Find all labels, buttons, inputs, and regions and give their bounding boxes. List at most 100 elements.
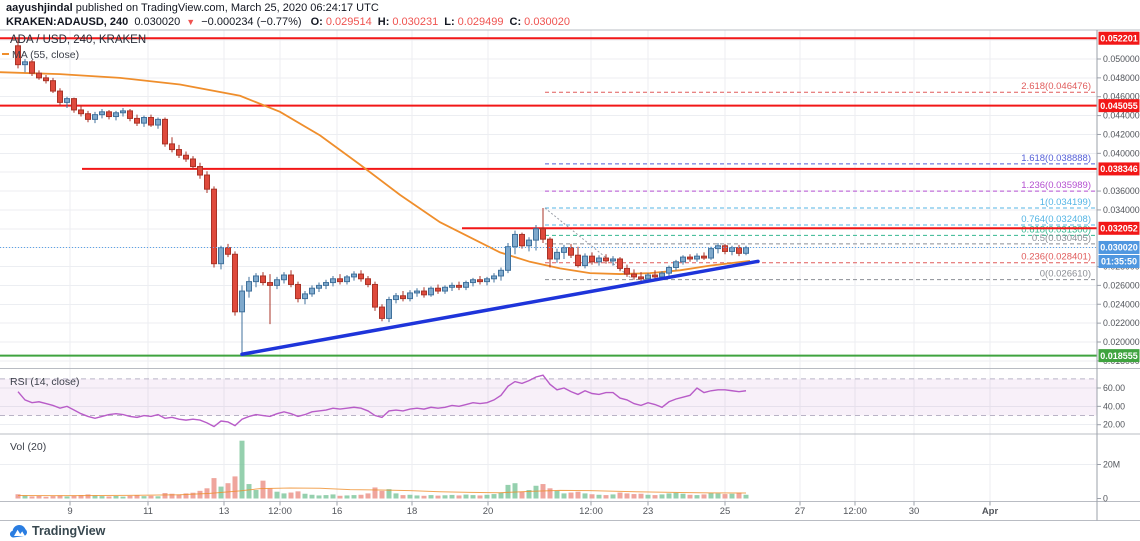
volume-bar: [512, 483, 518, 499]
candle-body: [57, 90, 63, 103]
candle-body: [414, 290, 420, 294]
ohlc-label: C:: [509, 16, 522, 28]
candle-body: [267, 282, 273, 286]
volume-bar: [743, 494, 749, 499]
volume-bar: [71, 495, 77, 499]
candle-body: [463, 282, 469, 288]
volume-bar: [400, 495, 406, 499]
volume-bar: [246, 484, 252, 499]
candle-body: [743, 247, 749, 254]
candle-body: [435, 287, 441, 292]
fib-level-label: 1.618(0.038888): [1021, 153, 1091, 164]
candle-body: [162, 118, 168, 145]
volume-bar: [337, 495, 343, 499]
candle-body: [155, 118, 161, 126]
ohlc-value: 0.030020: [524, 16, 571, 28]
candle-body: [120, 110, 126, 114]
volume-bar: [659, 494, 665, 499]
time-axis-label: 12:00: [843, 506, 867, 517]
price-axis-label: 0.020000: [1103, 337, 1140, 347]
price-axis-label: 0.036000: [1103, 186, 1140, 196]
candle-body: [470, 279, 476, 284]
volume-bar: [694, 495, 700, 499]
volume-bar: [533, 485, 539, 499]
candle-body: [589, 255, 595, 263]
time-axis-label: 13: [219, 506, 230, 517]
candle-body: [722, 245, 728, 252]
time-axis-label: 12:00: [268, 506, 292, 517]
volume-bar: [680, 493, 686, 499]
price-badge: [1098, 349, 1140, 363]
chart-pan-area[interactable]: [0, 30, 1097, 502]
candle-body: [645, 274, 651, 280]
fib-level-label: 0.618(0.031300): [1021, 224, 1091, 235]
candle-body: [22, 61, 28, 66]
candle-body: [204, 174, 210, 190]
volume-bar: [316, 495, 322, 499]
volume-bar: [407, 494, 413, 499]
volume-bar: [64, 496, 70, 499]
candle-body: [596, 257, 602, 263]
candle-body: [386, 299, 392, 319]
time-axis-label: 12:00: [579, 506, 603, 517]
candle-body: [449, 284, 455, 288]
byline-text: published on TradingView.com, March 25, …: [72, 2, 379, 14]
volume-bar: [92, 495, 98, 499]
candle-body: [344, 276, 350, 283]
candle-body: [477, 279, 483, 283]
volume-bar: [274, 491, 280, 499]
vol-axis-label: 20M: [1103, 460, 1120, 470]
volume-bar: [50, 496, 56, 499]
volume-bar: [687, 494, 693, 499]
volume-bar: [463, 494, 469, 499]
candle-body: [575, 254, 581, 267]
volume-bar: [309, 494, 315, 499]
byline: aayushjindal published on TradingView.co…: [6, 2, 576, 15]
candle-body: [302, 293, 308, 300]
volume-bar: [729, 493, 735, 499]
volume-bar: [414, 495, 420, 499]
candle-body: [708, 248, 714, 259]
volume-bar: [547, 488, 553, 499]
candle-body: [239, 290, 245, 313]
volume-bar: [197, 490, 203, 499]
fib-level-label: 0.236(0.028401): [1021, 252, 1091, 263]
time-axis-label: Apr: [982, 506, 999, 517]
volume-bar: [232, 476, 238, 499]
candle-body: [638, 276, 644, 280]
volume-bar: [22, 495, 28, 499]
volume-bar: [211, 478, 217, 499]
vol-axis-label: 0: [1103, 494, 1108, 504]
candle-body: [379, 306, 385, 319]
volume-bar: [526, 490, 532, 499]
price-badge-label: 0.018555: [1100, 351, 1138, 361]
volume-bar: [267, 488, 273, 499]
volume-bar: [190, 492, 196, 499]
candle-body: [610, 258, 616, 262]
last-price: 0.030020: [134, 16, 181, 28]
price-scale-drag-area[interactable]: [1097, 30, 1140, 502]
candle-body: [295, 283, 301, 300]
fib-level-label: 1(0.034199): [1040, 197, 1091, 208]
volume-bar: [582, 493, 588, 499]
volume-bar: [176, 494, 182, 499]
candle-body: [484, 278, 490, 283]
candle-body: [29, 61, 35, 74]
volume-bar: [715, 493, 721, 499]
volume-bar: [435, 495, 441, 499]
volume-bar: [701, 494, 707, 499]
candle-body: [281, 274, 287, 281]
candle-body: [260, 275, 266, 284]
price-badge: [1098, 240, 1140, 254]
price-badge-label: 0.052201: [1100, 33, 1138, 43]
volume-bar: [561, 493, 567, 499]
candle-body: [85, 113, 91, 120]
volume-bar: [449, 494, 455, 499]
price-axis-label: 0.024000: [1103, 299, 1140, 309]
candle-body: [36, 72, 42, 79]
price-badge-label: 0.038346: [1100, 164, 1138, 174]
fib-level-label: 0.764(0.032408): [1021, 214, 1091, 225]
ma-legend-label: MA (55, close): [12, 49, 79, 61]
time-scale-drag-area[interactable]: [0, 502, 1097, 521]
